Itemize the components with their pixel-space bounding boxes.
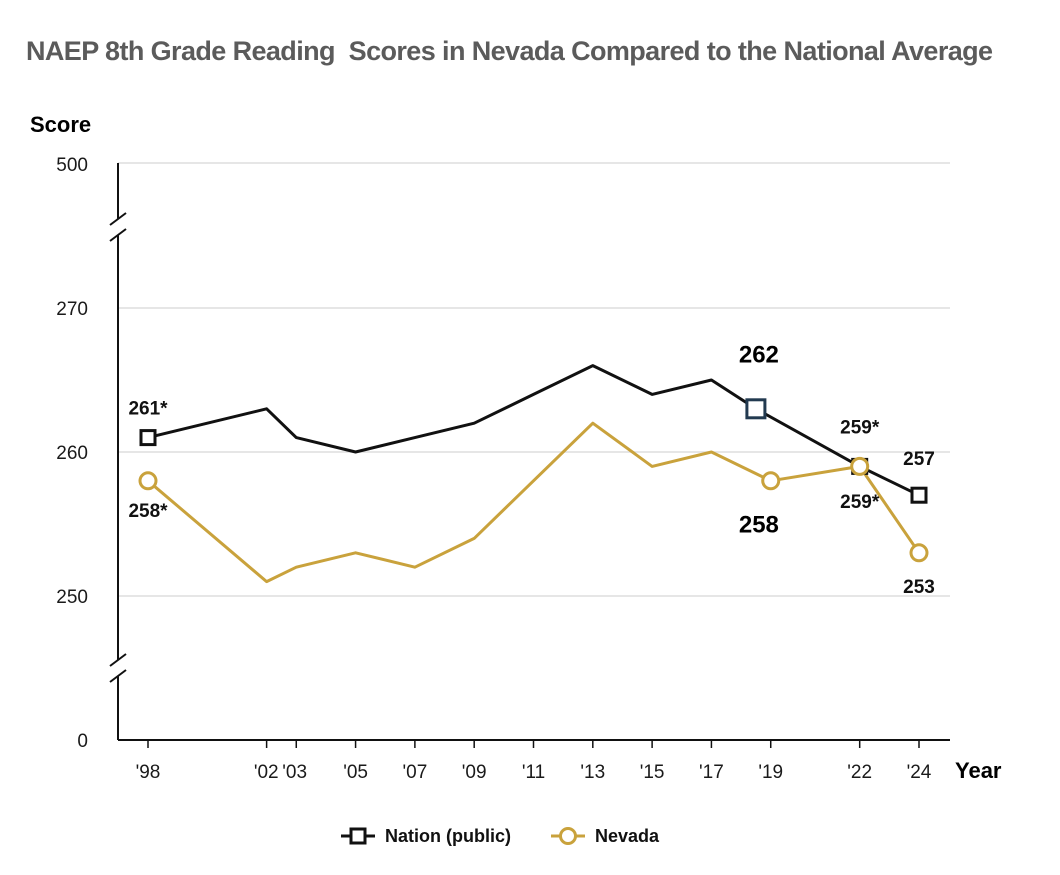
nation-square-marker: [910, 486, 928, 504]
legend-label-nevada: Nevada: [594, 825, 660, 846]
y-tick-label-top: 500: [56, 155, 88, 176]
y-tick-label: 250: [56, 587, 88, 608]
nation-square-marker: [745, 398, 767, 420]
legend-item-nevada: Nevada: [550, 825, 660, 847]
axes: [109, 163, 950, 748]
x-tick-label: '07: [403, 762, 428, 783]
data-label: 253: [903, 577, 935, 598]
data-label: 262: [739, 342, 779, 369]
data-label: 259*: [840, 417, 880, 438]
axis-break-mark: [109, 212, 127, 226]
nevada-circle-marker: [909, 543, 929, 563]
x-axis-label: Year: [955, 758, 1002, 783]
x-tick-label: '11: [522, 762, 545, 783]
axis-break-mark: [109, 653, 127, 667]
tick-labels: 250 260 270 '98 '02'03 '05 '07 '09 '11 '13 '15 '17 '…: [56, 299, 932, 783]
data-labels: 261* 258* 262 258 259* 259* 257 253: [128, 342, 934, 598]
chart-title: NAEP 8th Grade Reading Scores in Nevada …: [26, 36, 993, 66]
nation-square-marker: [139, 429, 157, 447]
x-tick-label: '02: [254, 762, 279, 783]
data-label: 257: [903, 449, 935, 470]
axis-break-mark: [109, 669, 127, 683]
legend-item-nation: Nation (public): [340, 825, 511, 847]
nevada-circle-marker: [138, 471, 158, 491]
x-tick-label: '22: [847, 762, 872, 783]
data-label: 261*: [128, 399, 168, 420]
legend-label-nation: Nation (public): [384, 825, 511, 846]
x-tick-label: '24: [907, 762, 932, 783]
x-tick-label: '13: [580, 762, 605, 783]
data-label: 258: [739, 512, 779, 539]
circle-marker-icon: [550, 827, 585, 845]
x-tick-label: '19: [758, 762, 783, 783]
series-markers: [138, 398, 929, 563]
nevada-circle-marker: [761, 471, 781, 491]
legend: Nation (public) Nevada: [0, 825, 1000, 847]
axis-break-mark: [109, 228, 127, 242]
series-line-nevada: [147, 421, 921, 584]
x-tick-label: '15: [640, 762, 665, 783]
x-tick-label: '98: [136, 762, 161, 783]
x-tick-label: '17: [699, 762, 724, 783]
y-tick-label: 260: [56, 443, 88, 464]
y-axis-label: Score: [30, 112, 91, 137]
x-tick-label: '09: [462, 762, 487, 783]
data-label: 259*: [840, 492, 880, 513]
y-tick-label: 270: [56, 299, 88, 320]
x-tick-label: '05: [343, 762, 368, 783]
data-label: 258*: [128, 501, 168, 522]
nevada-circle-marker: [850, 456, 870, 476]
gridlines: [118, 162, 950, 597]
series-lines: [147, 364, 921, 584]
y-tick-label-zero: 0: [77, 731, 88, 752]
x-tick-label: '03: [282, 762, 307, 783]
square-marker-icon: [340, 827, 375, 845]
